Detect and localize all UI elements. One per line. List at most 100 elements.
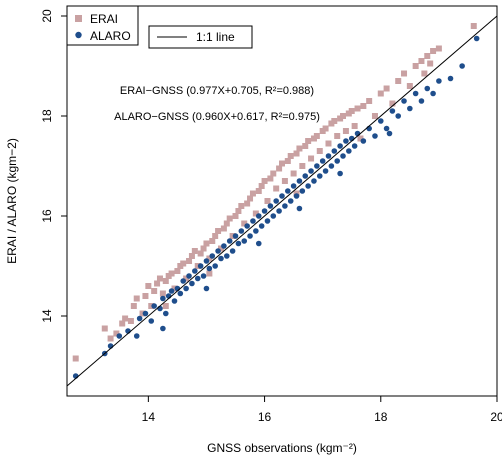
erai-point xyxy=(171,285,178,292)
erai-point xyxy=(209,238,216,244)
erai-point xyxy=(200,245,207,252)
alaro-point xyxy=(311,178,317,184)
y-tick-label: 18 xyxy=(40,109,54,123)
one-to-one-line xyxy=(66,15,498,387)
erai-point xyxy=(281,178,288,184)
series-legend: ERAI ALARO xyxy=(66,5,139,46)
alaro-point xyxy=(287,198,294,204)
erai-point xyxy=(159,290,166,297)
axes-layer: 14 16 18 20 14 16 18 20 xyxy=(40,9,502,424)
alaro-point xyxy=(238,228,245,234)
alaro-point xyxy=(194,275,201,282)
erai-point xyxy=(255,188,262,194)
alaro-point xyxy=(180,278,187,284)
alaro-point xyxy=(447,75,454,82)
erai-point xyxy=(145,283,152,289)
erai-point xyxy=(348,108,355,114)
alaro-point xyxy=(276,208,282,214)
erai-point xyxy=(435,45,442,52)
alaro-point xyxy=(325,153,332,159)
line-legend-box xyxy=(148,25,253,49)
alaro-point xyxy=(296,178,303,184)
erai-point xyxy=(305,138,312,144)
erai-point xyxy=(267,175,274,182)
y-axis-label: ERAI / ALARO (kgm−2) xyxy=(5,138,19,264)
erai-point xyxy=(424,53,431,59)
alaro-point xyxy=(407,105,413,112)
alaro-point xyxy=(247,233,253,239)
erai-point xyxy=(279,160,285,167)
erai-point xyxy=(273,185,280,192)
alaro-point xyxy=(296,205,303,212)
erai-point xyxy=(342,128,349,134)
erai-point xyxy=(383,85,390,92)
alaro-point xyxy=(299,188,306,194)
erai-point xyxy=(401,70,408,77)
erai-point xyxy=(412,63,419,69)
alaro-point xyxy=(383,125,390,132)
alaro-point xyxy=(183,285,189,292)
erai-point xyxy=(183,275,190,282)
x-tick-label: 14 xyxy=(142,410,156,424)
erai-point xyxy=(107,335,114,342)
alaro-point xyxy=(258,223,265,229)
erai-point xyxy=(296,145,303,152)
alaro-point xyxy=(319,158,326,164)
points-layer xyxy=(72,23,480,379)
alaro-point xyxy=(192,268,198,274)
y-tick-label: 16 xyxy=(40,209,54,223)
alaro-point xyxy=(206,265,213,272)
erai-point xyxy=(226,215,233,222)
y-tick-label: 14 xyxy=(40,309,54,323)
erai-point xyxy=(217,245,224,252)
alaro-point xyxy=(218,255,224,262)
erai-point xyxy=(162,303,169,309)
alaro-point xyxy=(337,170,343,177)
erai-point xyxy=(174,268,181,274)
erai-point xyxy=(156,275,163,282)
erai-point xyxy=(130,303,137,309)
series-legend-box xyxy=(66,5,139,46)
alaro-point xyxy=(255,240,262,247)
alaro-point xyxy=(229,248,236,254)
alaro-point xyxy=(148,318,155,324)
erai-point xyxy=(232,213,239,219)
erai-point xyxy=(249,190,256,197)
alaro-point xyxy=(351,143,358,149)
erai-point xyxy=(470,23,477,29)
erai-point xyxy=(148,303,155,309)
alaro-point xyxy=(203,285,210,292)
alaro-point xyxy=(250,218,256,224)
erai-point xyxy=(180,260,187,267)
legend-erai-marker xyxy=(75,15,82,22)
alaro-point xyxy=(232,233,239,239)
erai-point xyxy=(101,325,108,332)
erai-point xyxy=(186,258,193,264)
erai-point xyxy=(430,48,437,54)
erai-point xyxy=(127,318,134,324)
alaro-point xyxy=(160,295,166,302)
alaro-point xyxy=(316,173,323,179)
alaro-point xyxy=(253,228,259,234)
alaro-point xyxy=(212,263,218,269)
alaro-point xyxy=(331,148,338,154)
alaro-point xyxy=(459,63,465,69)
erai-point xyxy=(194,263,201,269)
erai-point xyxy=(284,158,291,164)
erai-point xyxy=(421,70,428,77)
erai-point xyxy=(270,170,277,177)
alaro-point xyxy=(133,333,140,339)
erai-point xyxy=(142,293,149,299)
plot-frame xyxy=(66,5,498,397)
erai-point xyxy=(360,103,367,109)
alaro-point xyxy=(314,163,320,169)
erai-point xyxy=(220,225,227,232)
alaro-point xyxy=(177,290,184,297)
alaro-point xyxy=(343,138,349,144)
erai-point xyxy=(293,150,300,157)
alaro-point xyxy=(200,273,207,279)
alaro-point xyxy=(328,163,335,169)
alaro-point xyxy=(372,133,378,139)
erai-point xyxy=(389,100,396,107)
